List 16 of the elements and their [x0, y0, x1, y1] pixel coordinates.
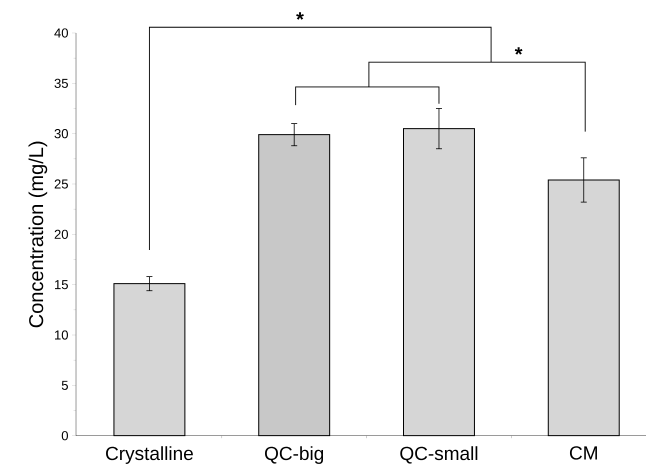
- x-tick-label: CM: [570, 446, 597, 460]
- y-tick-label: 20: [54, 230, 68, 239]
- x-tick-label: Crystalline: [106, 446, 193, 464]
- x-tick-label: QC-big: [265, 446, 324, 464]
- y-tick-label: 10: [55, 330, 68, 340]
- y-tick-label: 0: [62, 431, 68, 440]
- y-tick-label: 15: [55, 280, 68, 290]
- y-tick-label: 35: [54, 78, 68, 88]
- text: *: [296, 12, 304, 20]
- annotation: *: [514, 47, 522, 55]
- y-axis-title: Concentration (mg/L): [28, 142, 48, 328]
- y-tick-label: 30: [54, 129, 68, 138]
- y-tick-label: 5: [62, 380, 68, 390]
- y-tick-label: 25: [54, 179, 68, 189]
- y-tick-label: 40: [54, 28, 68, 38]
- x-tick-label: QC-small: [400, 446, 478, 464]
